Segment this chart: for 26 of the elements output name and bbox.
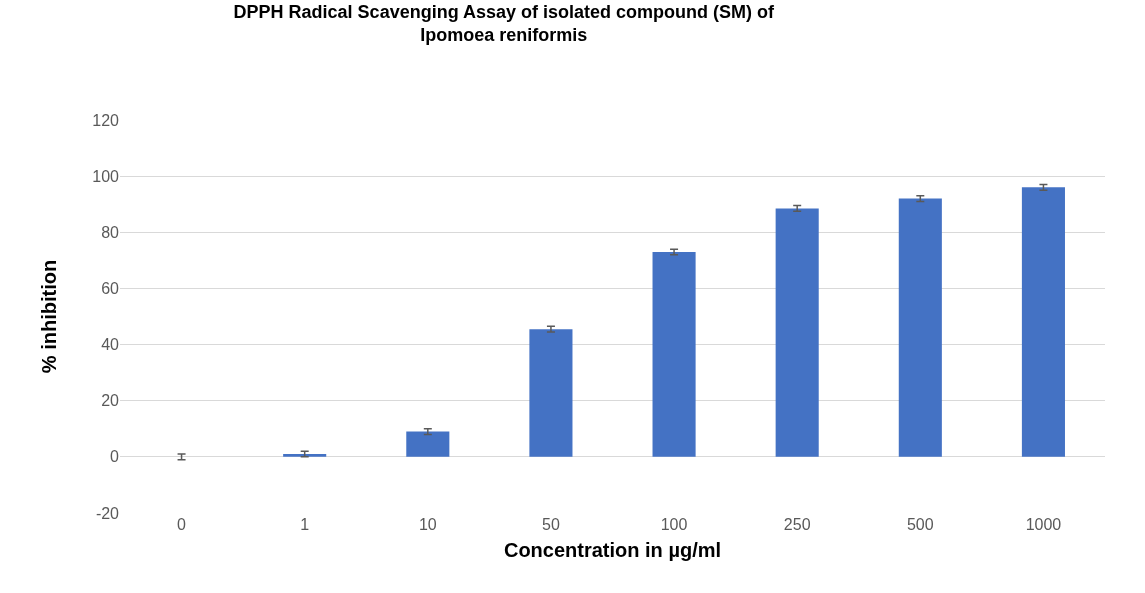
x-tick-label: 1000 (1025, 516, 1062, 533)
x-tick-label: 0 (177, 516, 187, 533)
bar (898, 198, 942, 457)
bar (1021, 187, 1065, 457)
y-tick-label: 80 (101, 223, 120, 241)
x-tick-label: 100 (660, 516, 688, 533)
x-tick-label: 50 (542, 516, 560, 533)
x-tick-label: 250 (783, 516, 811, 533)
x-tick-label: 500 (906, 516, 934, 533)
y-tick-label: 0 (110, 448, 120, 466)
bar (283, 454, 327, 457)
bar (652, 251, 696, 457)
bar (775, 208, 819, 457)
bar (406, 431, 450, 457)
y-axis-title: % inhibition (37, 259, 60, 374)
x-tick-label: 1 (300, 516, 310, 533)
y-tick-label: 60 (101, 280, 120, 298)
x-tick-label: 10 (418, 516, 437, 533)
chart-title: DPPH Radical Scavenging Assay of isolated compound (SM) of Ipomoea reniformis (233, 1, 776, 46)
y-tick-label: 40 (101, 336, 120, 354)
x-axis-title: Concentration in µg/ml (503, 538, 722, 561)
y-tick-label: 120 (92, 111, 120, 129)
y-tick-label: -20 (95, 504, 120, 522)
y-tick-label: 100 (92, 167, 120, 185)
y-tick-label: 20 (101, 392, 120, 410)
bar (529, 329, 573, 457)
